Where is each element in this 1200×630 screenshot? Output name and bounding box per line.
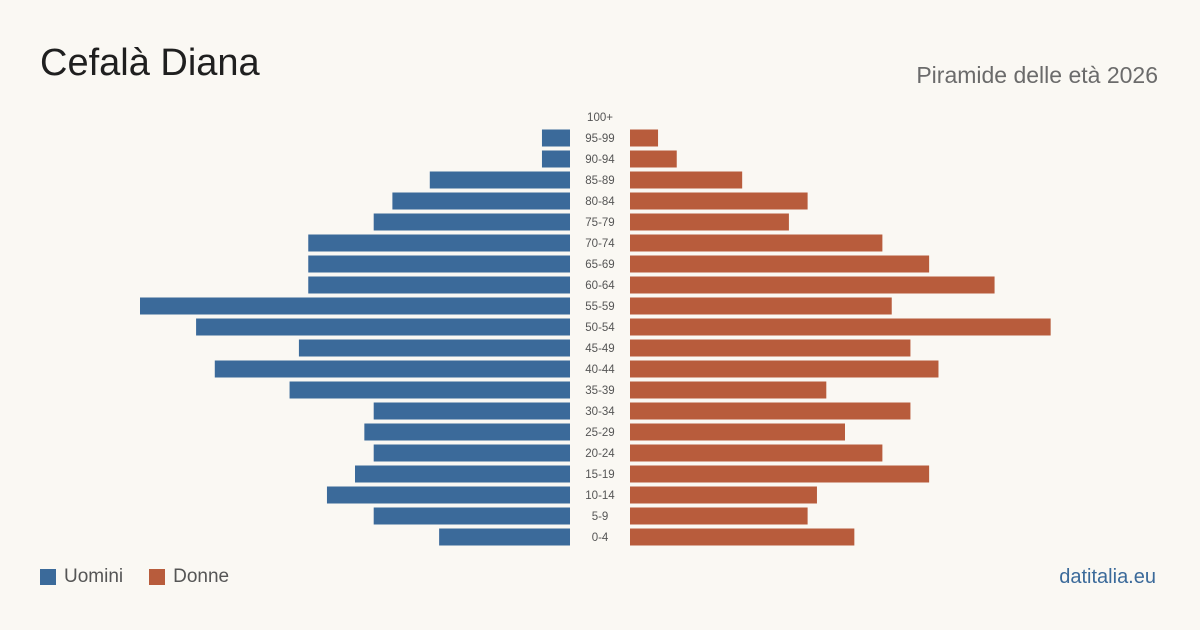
age-label-85-89: 85-89 — [585, 175, 614, 187]
bar-men-10-14 — [326, 486, 570, 504]
bar-men-70-74 — [308, 234, 570, 252]
bar-women-50-54 — [630, 318, 1051, 336]
bar-women-85-89 — [630, 171, 743, 189]
legend-swatch-men — [40, 569, 56, 585]
bar-men-20-24 — [373, 444, 570, 462]
chart-subtitle: Piramide delle età 2026 — [916, 62, 1158, 88]
bar-men-35-39 — [289, 381, 570, 399]
bar-women-60-64 — [630, 276, 995, 294]
age-label-35-39: 35-39 — [585, 385, 614, 397]
bar-women-75-79 — [630, 213, 789, 231]
bar-women-40-44 — [630, 360, 939, 378]
bar-women-15-19 — [630, 465, 930, 483]
bar-women-30-34 — [630, 402, 911, 420]
bar-men-80-84 — [392, 192, 570, 210]
bar-men-55-59 — [140, 297, 570, 315]
bar-women-0-4 — [630, 528, 855, 546]
bar-men-95-99 — [541, 129, 570, 147]
bar-women-25-29 — [630, 423, 845, 441]
bar-men-40-44 — [214, 360, 571, 378]
bar-women-45-49 — [630, 339, 911, 357]
age-label-100+: 100+ — [587, 112, 613, 124]
bar-women-55-59 — [630, 297, 892, 315]
bar-women-10-14 — [630, 486, 817, 504]
bar-women-20-24 — [630, 444, 883, 462]
age-label-30-34: 30-34 — [585, 406, 615, 418]
legend-label-women: Donne — [173, 566, 230, 587]
bar-men-50-54 — [196, 318, 570, 336]
bar-men-25-29 — [364, 423, 570, 441]
bar-men-0-4 — [439, 528, 570, 546]
bar-men-75-79 — [373, 213, 570, 231]
age-label-45-49: 45-49 — [585, 343, 614, 355]
age-label-75-79: 75-79 — [585, 217, 614, 229]
bar-women-95-99 — [630, 129, 659, 147]
age-label-15-19: 15-19 — [585, 469, 614, 481]
bar-women-90-94 — [630, 150, 677, 168]
bar-men-60-64 — [308, 276, 570, 294]
legend-item-men: Uomini — [40, 566, 123, 588]
age-label-60-64: 60-64 — [585, 280, 615, 292]
chart-title: Cefalà Diana — [40, 42, 260, 84]
bar-men-5-9 — [373, 507, 570, 525]
bar-men-85-89 — [429, 171, 570, 189]
bar-men-90-94 — [541, 150, 570, 168]
age-label-80-84: 80-84 — [585, 196, 615, 208]
age-label-10-14: 10-14 — [585, 490, 615, 502]
bar-men-30-34 — [373, 402, 570, 420]
chart-legend: Uomini Donne — [40, 566, 255, 588]
age-label-95-99: 95-99 — [585, 133, 614, 145]
bar-men-15-19 — [355, 465, 570, 483]
age-label-20-24: 20-24 — [585, 448, 615, 460]
legend-label-men: Uomini — [64, 566, 124, 587]
bar-women-80-84 — [630, 192, 808, 210]
brand-link[interactable]: datitalia.eu — [1059, 566, 1156, 588]
age-label-65-69: 65-69 — [585, 259, 614, 271]
legend-item-women: Donne — [149, 566, 229, 588]
bar-men-65-69 — [308, 255, 570, 273]
bar-women-5-9 — [630, 507, 808, 525]
age-label-90-94: 90-94 — [585, 154, 615, 166]
age-label-25-29: 25-29 — [585, 427, 614, 439]
age-label-70-74: 70-74 — [585, 238, 615, 250]
bar-men-45-49 — [298, 339, 570, 357]
age-label-50-54: 50-54 — [585, 322, 615, 334]
bar-women-65-69 — [630, 255, 930, 273]
age-label-40-44: 40-44 — [585, 364, 615, 376]
legend-swatch-women — [149, 569, 166, 585]
bar-women-70-74 — [630, 234, 883, 252]
bar-women-35-39 — [630, 381, 827, 399]
age-label-5-9: 5-9 — [592, 511, 609, 523]
age-label-0-4: 0-4 — [592, 532, 609, 544]
age-label-55-59: 55-59 — [585, 301, 614, 313]
